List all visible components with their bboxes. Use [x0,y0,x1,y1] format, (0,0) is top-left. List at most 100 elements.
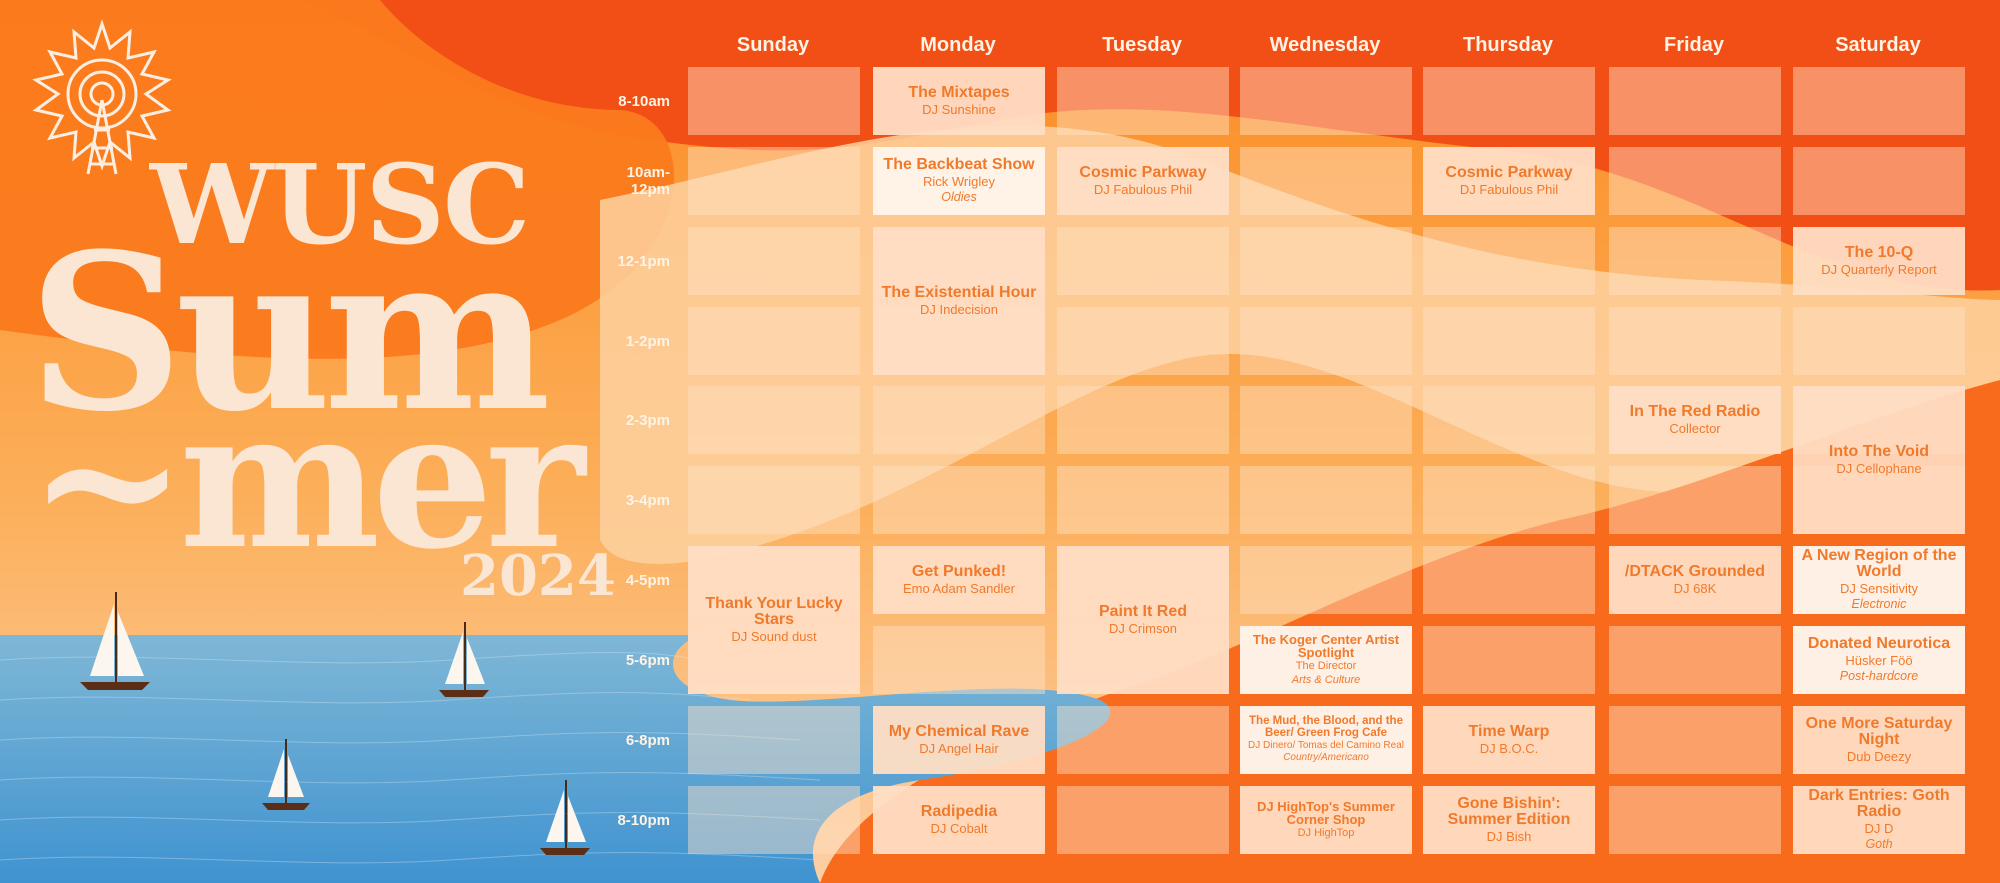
schedule-slot [688,67,860,135]
show-name: Paint It Red [1098,602,1187,620]
schedule-slot [688,386,860,454]
title-year: 2024 [460,543,616,609]
show-host: Rick Wrigley [923,174,995,190]
time-label: 8-10pm [617,811,670,829]
show-genre: Arts & Culture [1291,673,1361,686]
show-host: The Director [1295,660,1357,673]
show-block[interactable]: Gone Bishin': Summer Edition DJ Bish [1423,786,1595,854]
time-label: 6-8pm [625,731,670,749]
show-block[interactable]: Get Punked! Emo Adam Sandler [873,546,1045,614]
show-name: /DTACK Grounded [1624,562,1766,580]
show-host: DJ Angel Hair [919,740,999,756]
show-genre: Country/Americano [1283,752,1369,763]
show-host: DJ Indecision [919,301,999,317]
show-name: Cosmic Parkway [1445,163,1573,181]
show-block[interactable]: Cosmic Parkway DJ Fabulous Phil [1057,147,1229,215]
show-block[interactable]: /DTACK Grounded DJ 68K [1609,546,1781,614]
schedule-slot [688,466,860,534]
day-header-tuesday: Tuesday [1102,34,1182,56]
show-block[interactable]: Radipedia DJ Cobalt [873,786,1045,854]
schedule-slot [873,626,1045,694]
schedule-slot [1609,67,1781,135]
show-host: Hüsker Föö [1845,653,1913,669]
show-name: Donated Neurotica [1807,635,1951,653]
show-name: DJ HighTop's Summer Corner Shop [1257,798,1395,827]
show-name: Cosmic Parkway [1079,163,1207,181]
show-name: Dark Entries: Goth Radio [1808,787,1950,821]
show-block[interactable]: Time Warp DJ B.O.C. [1423,706,1595,774]
schedule-slot [1423,307,1595,375]
day-header-friday: Friday [1663,34,1725,56]
title-sum: Sum [28,206,551,459]
show-block[interactable]: DJ HighTop's Summer Corner Shop DJ HighTo… [1240,786,1412,854]
show-host: DJ Cellophane [1836,460,1922,476]
schedule-slot [1057,786,1229,854]
show-host: DJ 68K [1673,580,1717,596]
show-host: DJ Dinero/ Tomas del Camino Real [1248,740,1404,751]
day-header-saturday: Saturday [1835,34,1921,56]
schedule-slot [1057,386,1229,454]
schedule-slot [1240,546,1412,614]
sailboat-icon [540,780,590,855]
show-block[interactable]: The Mixtapes DJ Sunshine [873,67,1045,135]
show-block[interactable]: My Chemical Rave DJ Angel Hair [873,706,1045,774]
schedule-slot [1423,67,1595,135]
day-header-sunday: Sunday [736,34,810,56]
show-name: The Mixtapes [908,83,1010,101]
show-host: DJ HighTop [1297,826,1355,839]
show-name: The Backbeat Show [883,156,1035,174]
time-label: 3-4pm [625,491,670,509]
schedule-slot [1057,67,1229,135]
sailboat-icon [80,592,150,690]
schedule-slot [1057,307,1229,375]
show-block[interactable]: Donated Neurotica Hüsker Föö Post-hardcore [1793,626,1965,694]
show-block[interactable]: Paint It Red DJ Crimson [1057,546,1229,694]
show-host: Emo Adam Sandler [902,580,1015,596]
schedule-slot [1423,227,1595,295]
show-host: DJ Sound dust [731,628,817,644]
show-block[interactable]: Dark Entries: Goth Radio DJ D Goth [1793,786,1965,854]
show-block[interactable]: One More Saturday Night Dub Deezy [1793,706,1965,774]
show-host: DJ B.O.C. [1479,740,1539,756]
show-host: DJ D [1864,821,1894,837]
show-block[interactable]: Into The Void DJ Cellophane [1793,386,1965,534]
show-host: DJ Fabulous Phil [1459,181,1559,197]
schedule-slot [688,227,860,295]
schedule-slot [1609,307,1781,375]
day-header-thursday: Thursday [1462,34,1554,56]
schedule-slot [1609,626,1781,694]
schedule-slot [1423,626,1595,694]
title-mer: ~mer [28,368,585,591]
show-host: Collector [1669,420,1721,436]
time-label: 12-1pm [617,252,670,270]
schedule-slot [1793,67,1965,135]
schedule-slot [1793,147,1965,215]
schedule-slot [1423,386,1595,454]
show-host: DJ Sunshine [922,101,996,117]
schedule-slot [688,786,860,854]
show-block[interactable]: In The Red Radio Collector [1609,386,1781,454]
show-block[interactable]: The Mud, the Blood, and the Beer/ Green … [1240,706,1412,774]
schedule-slot [873,386,1045,454]
show-block[interactable]: The Backbeat Show Rick Wrigley Oldies [873,147,1045,215]
schedule-slot [1240,386,1412,454]
show-block[interactable]: The Existential Hour DJ Indecision [873,227,1045,375]
schedule-slot [688,307,860,375]
show-host: Dub Deezy [1846,748,1912,764]
show-name: Radipedia [920,802,998,820]
show-name: One More Saturday Night [1805,714,1953,748]
show-block[interactable]: Thank Your Lucky Stars DJ Sound dust [688,546,860,694]
show-host: DJ Crimson [1109,620,1177,636]
show-host: DJ Quarterly Report [1821,261,1937,277]
schedule-slot [1423,466,1595,534]
time-label: 1-2pm [625,332,670,350]
show-block[interactable]: Cosmic Parkway DJ Fabulous Phil [1423,147,1595,215]
show-block[interactable]: A New Region of the World DJ Sensitivity E… [1793,546,1965,614]
show-block[interactable]: The 10-Q DJ Quarterly Report [1793,227,1965,295]
show-block[interactable]: The Koger Center Artist Spotlight The Dir… [1240,626,1412,694]
schedule-slot [688,706,860,774]
show-name: Into The Void [1828,442,1930,460]
show-name: Get Punked! [911,562,1007,580]
show-name: In The Red Radio [1629,402,1761,420]
schedule-slot [688,147,860,215]
